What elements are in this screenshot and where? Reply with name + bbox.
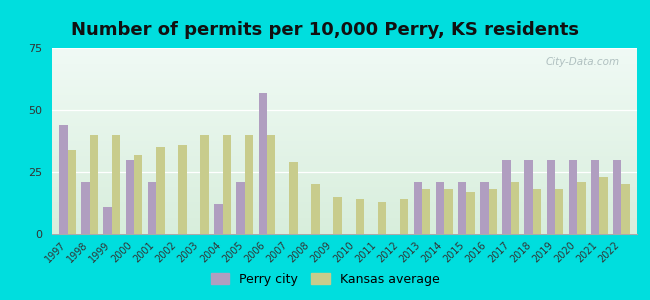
Bar [267, 135, 276, 234]
Text: Number of permits per 10,000 Perry, KS residents: Number of permits per 10,000 Perry, KS r… [71, 21, 579, 39]
Bar [599, 177, 608, 234]
Bar [489, 189, 497, 234]
Bar [200, 135, 209, 234]
Bar [81, 182, 90, 234]
Bar [467, 192, 474, 234]
Bar [178, 145, 187, 234]
Bar [333, 197, 342, 234]
Bar [413, 182, 422, 234]
Bar [59, 125, 68, 234]
Bar [591, 160, 599, 234]
Bar [90, 135, 98, 234]
Bar [458, 182, 466, 234]
Bar [577, 182, 586, 234]
Bar [68, 150, 76, 234]
Bar [525, 160, 533, 234]
Bar [569, 160, 577, 234]
Bar [222, 135, 231, 234]
Bar [103, 207, 112, 234]
Bar [156, 147, 164, 234]
Bar [134, 154, 142, 234]
Bar [237, 182, 245, 234]
Text: City-Data.com: City-Data.com [545, 57, 619, 67]
Bar [289, 162, 298, 234]
Bar [533, 189, 541, 234]
Bar [214, 204, 222, 234]
Bar [400, 199, 408, 234]
Bar [436, 182, 444, 234]
Bar [547, 160, 555, 234]
Bar [245, 135, 254, 234]
Bar [502, 160, 511, 234]
Legend: Perry city, Kansas average: Perry city, Kansas average [205, 268, 445, 291]
Bar [444, 189, 452, 234]
Bar [480, 182, 489, 234]
Bar [621, 184, 630, 234]
Bar [613, 160, 621, 234]
Bar [422, 189, 430, 234]
Bar [356, 199, 364, 234]
Bar [311, 184, 320, 234]
Bar [112, 135, 120, 234]
Bar [148, 182, 156, 234]
Bar [378, 202, 386, 234]
Bar [511, 182, 519, 234]
Bar [259, 93, 267, 234]
Bar [555, 189, 564, 234]
Bar [125, 160, 134, 234]
